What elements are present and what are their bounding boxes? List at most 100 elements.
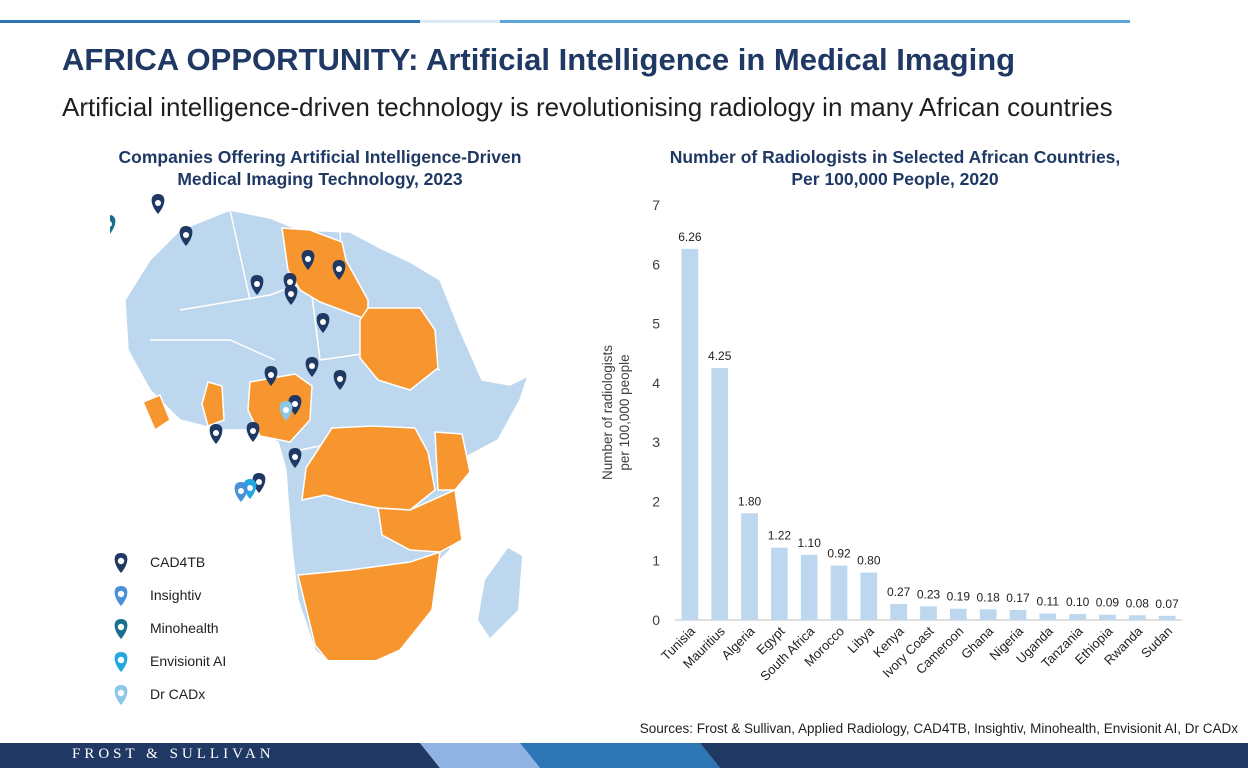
- y-tick-label: 2: [652, 493, 660, 509]
- map-pin-icon: [110, 215, 116, 234]
- legend-label: CAD4TB: [150, 554, 206, 570]
- legend-label: Envisionit AI: [150, 653, 227, 669]
- y-tick-label: 4: [652, 375, 660, 391]
- bar-value-label: 0.23: [917, 587, 941, 601]
- y-tick-label: 3: [652, 434, 660, 450]
- bar: [771, 547, 788, 620]
- bar-value-label: 0.08: [1126, 596, 1150, 610]
- legend-item-insightiv: Insightiv: [110, 583, 201, 607]
- bar: [711, 368, 729, 620]
- bar: [800, 554, 818, 620]
- map-pin-icon: [333, 370, 347, 390]
- bar: [741, 513, 758, 620]
- bar-value-label: 1.80: [738, 494, 762, 508]
- legend-label: Insightiv: [150, 587, 202, 603]
- bar: [920, 606, 937, 620]
- legend-label: Minohealth: [150, 620, 219, 636]
- bar-value-label: 0.17: [1006, 591, 1030, 605]
- bar-value-label: 4.25: [708, 349, 732, 363]
- y-tick-label: 1: [652, 553, 660, 569]
- bar: [1069, 614, 1086, 620]
- footer-dark-band: [0, 743, 440, 768]
- bar-value-label: 1.22: [768, 529, 792, 543]
- y-tick-label: 7: [652, 197, 660, 213]
- bar-value-label: 0.18: [976, 590, 1000, 604]
- africa-map: [110, 194, 530, 660]
- bar-value-label: 0.92: [827, 546, 851, 560]
- bar-value-label: 0.27: [887, 585, 911, 599]
- highlighted-countries: [142, 227, 471, 660]
- page-subtitle: Artificial intelligence-driven technolog…: [62, 92, 1113, 122]
- map-pin-icon: [316, 313, 330, 333]
- sources-note: Sources: Frost & Sullivan, Applied Radio…: [639, 721, 1238, 736]
- chart-title-line1: Number of Radiologists in Selected Afric…: [669, 147, 1121, 167]
- x-tick-label: Sudan: [1138, 624, 1175, 661]
- map-pin-icon: [288, 448, 302, 468]
- bar: [949, 608, 967, 620]
- map-pin-icon: [209, 424, 223, 444]
- bar: [681, 248, 699, 620]
- legend-item-envisionit-ai: Envisionit AI: [110, 649, 226, 673]
- map-panel-title: Companies Offering Artificial Intelligen…: [60, 146, 580, 190]
- y-tick-label: 5: [652, 316, 660, 332]
- map-pin-icon: [151, 194, 165, 214]
- map-pin-icon: [114, 553, 128, 573]
- footer-band: [0, 743, 1248, 768]
- top-rule-light: [420, 20, 500, 23]
- map-pin-icon: [243, 479, 257, 499]
- map-pin-icon: [234, 482, 248, 502]
- map-pin-icon: [305, 357, 319, 377]
- legend-item-cad4tb: CAD4TB: [110, 550, 205, 574]
- legend-item-dr-cadx: Dr CADx: [110, 682, 205, 706]
- chart-title: Number of Radiologists in Selected Afric…: [600, 146, 1190, 190]
- y-tick-label: 6: [652, 256, 660, 272]
- map-title-line1: Companies Offering Artificial Intelligen…: [118, 147, 522, 167]
- map-pin-icon: [114, 586, 128, 606]
- y-axis-label: Number of radiologists per 100,000 people: [600, 345, 632, 480]
- map-pin-icon: [179, 226, 193, 246]
- bar: [979, 609, 997, 620]
- map-title-line2: Medical Imaging Technology, 2023: [177, 169, 463, 189]
- bar: [1009, 609, 1027, 620]
- top-rule-dark: [0, 20, 420, 23]
- y-axis-label-line2: per 100,000 people: [617, 354, 632, 470]
- company-pins: [110, 194, 347, 502]
- map-pin-icon: [246, 422, 260, 442]
- bar-value-label: 0.80: [857, 554, 881, 568]
- bar: [860, 572, 878, 620]
- bar-value-label: 0.07: [1155, 597, 1179, 611]
- x-tick-label: Algeria: [718, 623, 758, 663]
- bar-value-label: 0.19: [947, 590, 971, 604]
- y-axis-label-line1: Number of radiologists: [600, 345, 615, 480]
- bar: [1128, 615, 1146, 620]
- map-pin-icon: [332, 260, 346, 280]
- bar: [1099, 614, 1116, 620]
- bar: [1039, 613, 1057, 620]
- y-tick-label: 0: [652, 612, 660, 628]
- legend-label: Dr CADx: [150, 686, 206, 702]
- frost-sullivan-logo: FROST & SULLIVAN: [72, 746, 275, 762]
- map-pin-icon: [114, 652, 128, 672]
- map-pin-icon: [284, 285, 298, 305]
- chart-title-line2: Per 100,000 People, 2020: [791, 169, 999, 189]
- map-pin-icon: [114, 685, 128, 705]
- map-pin-icon: [114, 619, 128, 639]
- bar-value-label: 6.26: [678, 230, 702, 244]
- bar-value-label: 1.10: [798, 536, 822, 550]
- footer-light-band: [420, 743, 540, 768]
- bar-value-label: 0.09: [1096, 596, 1120, 610]
- madagascar-shape: [478, 548, 522, 638]
- bar-value-label: 0.10: [1066, 595, 1090, 609]
- legend-item-minohealth: Minohealth: [110, 616, 219, 640]
- bar: [830, 565, 848, 620]
- map-pin-icon: [264, 366, 278, 386]
- bar: [1158, 615, 1176, 620]
- map-pin-icon: [301, 250, 315, 270]
- footer-right-band: [700, 743, 1248, 768]
- page-title: AFRICA OPPORTUNITY: Artificial Intellige…: [62, 42, 1016, 77]
- radiologist-bar-chart: 0 1 2 3 4 5 6 7 Number of radiologists per 100,00…: [600, 197, 1182, 684]
- footer-mid-band: [520, 743, 720, 768]
- map-pin-icon: [250, 275, 264, 295]
- bar-value-label: 0.11: [1037, 594, 1060, 608]
- map-pin-icon: [279, 401, 293, 421]
